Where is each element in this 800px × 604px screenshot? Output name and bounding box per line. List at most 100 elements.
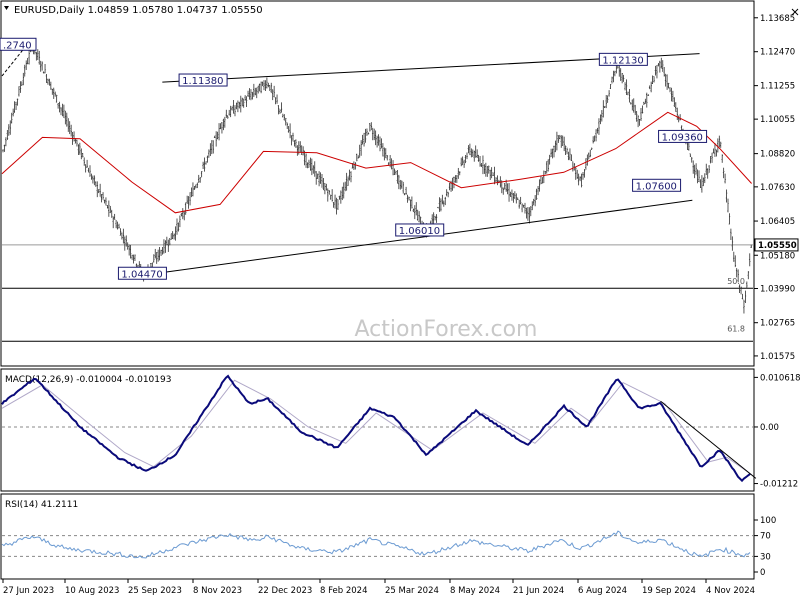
rsi-axis-tick-label: 0 [760, 568, 765, 578]
price-bar [321, 174, 323, 188]
price-bar [245, 96, 248, 108]
price-bar [44, 63, 46, 74]
price-bar [415, 202, 418, 216]
price-bar [174, 226, 177, 241]
price-bar [205, 161, 207, 165]
price-bar [124, 236, 126, 251]
price-bar [598, 118, 600, 135]
price-bar [605, 94, 607, 109]
price-bar [656, 64, 658, 79]
price-bar [747, 271, 750, 280]
price-bar [588, 152, 590, 160]
annotation-box [395, 223, 445, 237]
price-bar [77, 144, 80, 155]
rsi-axis-tick-label: 70 [760, 532, 771, 542]
price-bar [173, 233, 175, 240]
price-bar [522, 204, 525, 208]
price-bar [692, 160, 694, 174]
price-bar [560, 135, 563, 148]
price-bar [735, 268, 738, 278]
price-bar [344, 181, 346, 192]
price-bar [576, 169, 578, 179]
price-bar [312, 165, 315, 174]
price-bar [273, 85, 275, 98]
price-bar [528, 207, 531, 224]
price-bar [530, 206, 532, 217]
price-bar [347, 176, 349, 186]
x-axis-tick-label: 19 Sep 2024 [642, 586, 696, 596]
price-bar [435, 214, 438, 223]
price-bar [125, 235, 128, 247]
price-bar [296, 145, 299, 156]
price-bar [748, 253, 751, 267]
price-bar [677, 115, 680, 123]
price-bar [661, 60, 664, 72]
price-bar [86, 159, 88, 168]
price-bar [743, 299, 745, 314]
price-bar [163, 239, 165, 254]
price-bar [734, 255, 737, 268]
price-bar [418, 211, 420, 223]
price-bar [23, 64, 26, 77]
price-bar [719, 141, 722, 148]
y-axis-tick-label: 1.10055 [760, 115, 795, 125]
price-bar [322, 178, 325, 191]
price-bar [2, 149, 4, 153]
price-bar [447, 191, 449, 198]
price-bar [414, 205, 416, 220]
price-bar [63, 104, 65, 118]
annotation-box [117, 266, 167, 280]
price-bar [690, 156, 693, 163]
price-bar [399, 179, 402, 190]
price-bar [396, 170, 399, 184]
price-bar [370, 122, 373, 131]
price-bar [213, 135, 216, 139]
price-bar [619, 68, 622, 81]
price-bar [240, 95, 242, 113]
price-bar [332, 202, 335, 208]
collapse-triangle-icon[interactable] [4, 6, 9, 10]
price-bar [132, 254, 135, 264]
price-bar [463, 159, 465, 168]
price-bar [545, 161, 548, 174]
price-bar [727, 198, 729, 213]
price-bar [342, 182, 345, 199]
macd-title: MACD(12,26,9) -0.010004 -0.010193 [5, 375, 171, 385]
price-bar [295, 139, 297, 148]
price-bar [129, 245, 132, 259]
price-bar [54, 91, 56, 97]
price-bar [573, 163, 576, 171]
price-bar [93, 175, 96, 186]
close-icon[interactable] [791, 8, 799, 16]
price-bar [403, 192, 406, 196]
price-bar [154, 248, 157, 259]
price-bar [592, 136, 594, 144]
price-bar [612, 70, 615, 83]
macd-panel [0, 368, 755, 492]
price-bar [515, 193, 518, 204]
price-bar [200, 171, 203, 178]
price-bar [57, 103, 59, 109]
annotation-label: 1.06010 [399, 226, 440, 237]
price-bar [274, 97, 277, 105]
price-bar [354, 162, 357, 170]
price-bar [487, 165, 490, 174]
price-bar [527, 206, 529, 221]
price-bar [740, 286, 742, 295]
rsi-layer [1, 530, 753, 559]
price-bar [348, 169, 351, 181]
price-bar [284, 117, 287, 126]
price-bar [673, 97, 676, 108]
price-bar [357, 155, 360, 159]
price-bar [270, 82, 273, 93]
price-bar [234, 105, 236, 117]
price-bar [193, 186, 196, 190]
price-bar [490, 167, 493, 179]
current-price-box [754, 238, 799, 252]
price-bar [276, 94, 278, 104]
macd-axis-tick-label: -0.01212 [760, 480, 798, 490]
price-bar [458, 171, 461, 176]
price-bar [698, 170, 700, 182]
